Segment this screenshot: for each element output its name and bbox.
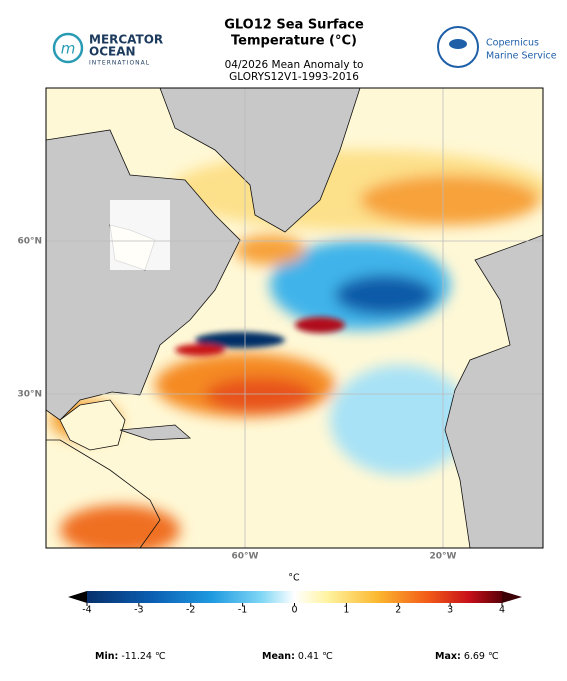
colorbar: [87, 591, 502, 603]
colorbar-tick-label: 3: [447, 605, 453, 616]
colorbar-extend: [68, 591, 87, 603]
logo-text: MERCATOR: [89, 33, 163, 47]
title: Temperature (°C): [231, 34, 357, 49]
north-america: [46, 129, 241, 421]
gulf: [59, 399, 126, 451]
anomaly: [60, 505, 180, 548]
stat: Mean: 0.41 ℃: [262, 651, 333, 662]
logo-text: Copernicus: [486, 38, 539, 49]
anomaly: [195, 332, 285, 348]
anomaly: [360, 175, 540, 225]
ice: [110, 200, 170, 270]
greenland: [159, 88, 361, 233]
colorbar-tick-label: 2: [395, 605, 401, 616]
copernicus-logo: [437, 26, 479, 68]
lat-label: 30°N: [17, 390, 42, 400]
title: GLO12 Sea Surface: [224, 18, 364, 33]
logo-text: INTERNATIONAL: [89, 60, 150, 67]
anomaly: [295, 317, 345, 333]
land: [46, 88, 543, 548]
lat-label: 60°N: [17, 237, 42, 247]
logo-text: OCEAN: [89, 45, 136, 59]
graticule: [46, 88, 543, 548]
colorbar-tick-label: -1: [238, 605, 247, 616]
anomaly: [330, 365, 470, 475]
stat-value: 0.41 ℃: [298, 651, 333, 662]
subtitle: GLORYS12V1-1993-2016: [229, 71, 359, 83]
colorbar-ticks: -4 -3 -2 -1 0 1 2 3 4: [82, 603, 505, 616]
stat-value: 6.69 ℃: [464, 651, 499, 662]
colorbar-tick-label: -4: [82, 605, 91, 616]
colorbar-tick-label: -2: [186, 605, 195, 616]
logo-text: Marine Service: [486, 51, 557, 62]
copernicus-logo-fish: [449, 39, 467, 49]
anomaly: [205, 377, 315, 413]
stat: Max: 6.69 ℃: [435, 651, 499, 662]
subtitle: 04/2026 Mean Anomaly to: [225, 59, 364, 71]
caribbean: [119, 424, 192, 441]
anomaly: [175, 344, 225, 356]
lon-label: 20°W: [430, 552, 457, 562]
colorbar-tick-label: 0: [291, 605, 297, 616]
anomaly: [335, 275, 435, 315]
stat-value: -11.24 ℃: [121, 651, 166, 662]
mercator-logo: [52, 32, 84, 64]
africa-europe: [444, 234, 543, 548]
colorbar-extend: [502, 591, 522, 603]
colorbar-unit: °C: [288, 573, 300, 584]
colorbar-tick-label: -3: [134, 605, 143, 616]
central-america: [46, 439, 161, 548]
stat-label: Mean:: [262, 651, 295, 662]
stat-label: Max:: [435, 651, 461, 662]
anomaly: [235, 235, 305, 265]
lon-label: 60°W: [232, 552, 259, 562]
map-frame: [45, 87, 544, 549]
colorbar-tick-label: 4: [499, 605, 505, 616]
front: [175, 317, 345, 356]
mercator-logo-mark: m: [61, 40, 76, 58]
colorbar-tick-label: 1: [343, 605, 349, 616]
stat-label: Min:: [95, 651, 118, 662]
map: [46, 88, 543, 548]
stat: Min: -11.24 ℃: [95, 651, 166, 662]
